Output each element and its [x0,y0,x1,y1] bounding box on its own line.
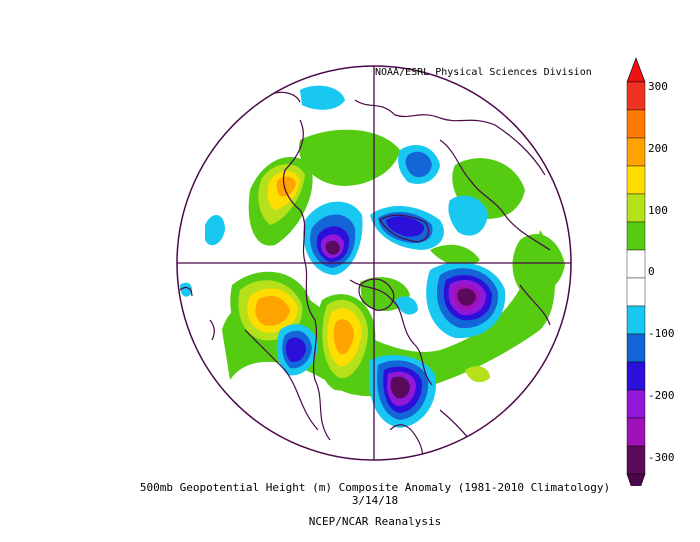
colorbar-segment [626,417,646,447]
positive-anomaly-region [299,129,400,186]
positive-anomaly-region [512,234,565,294]
positive-anomaly-region [333,319,354,355]
source-label: NCEP/NCAR Reanalysis [308,515,442,528]
colorbar-segment [626,137,646,167]
colorbar-segment [626,445,646,475]
positive-anomaly-region [255,295,290,326]
negative-anomaly-region [386,216,425,237]
colorbar-label: -100 [648,327,675,340]
colorbar-segment [626,221,646,251]
credit-text: NOAA/ESRL Physical Sciences Division [375,67,592,78]
negative-anomaly-region [395,296,418,315]
colorbar-segment [626,361,646,391]
colorbar-label: 100 [648,204,668,217]
chart-title: 500mb Geopotential Height (m) Composite … [139,481,611,494]
colorbar-segment [626,277,646,307]
date-label: 3/14/18 [351,494,399,507]
negative-anomaly-region [205,214,225,246]
negative-anomaly-core [325,240,340,255]
positive-anomaly-region [430,244,480,266]
colorbar-segment [626,165,646,195]
colorbar-segment [626,193,646,223]
colorbar-top-arrow [626,57,646,83]
negative-anomaly-region [448,195,488,236]
colorbar-label: -300 [648,451,675,464]
colorbar-segment [626,81,646,111]
negative-anomaly-region [180,282,193,297]
negative-anomaly-core [457,288,476,306]
colorbar-bottom-arrow [626,473,646,486]
colorbar-label: 0 [648,265,655,278]
map-boundary [176,65,572,461]
colorbar [626,57,646,486]
colorbar-label: -200 [648,389,675,402]
negative-anomaly-core [390,376,410,399]
negative-anomaly-region [405,151,432,178]
polar-stereographic-map [176,65,572,461]
colorbar-label: 200 [648,142,668,155]
colorbar-label: 300 [648,80,668,93]
positive-anomaly-region [276,176,296,197]
negative-anomaly-region [300,85,345,110]
colorbar-segment [626,333,646,363]
anomaly-field [180,85,565,428]
colorbar-segment [626,305,646,335]
negative-anomaly-region [285,337,306,362]
positive-anomaly-region [465,366,490,383]
colorbar-segment [626,249,646,279]
colorbar-segment [626,389,646,419]
colorbar-segment [626,109,646,139]
